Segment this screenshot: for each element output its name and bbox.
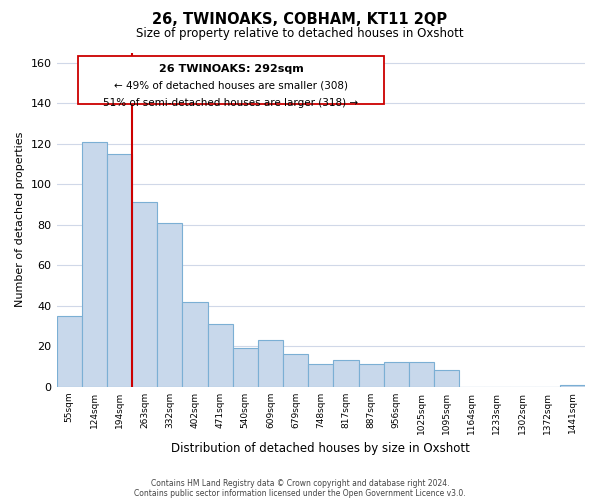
- Bar: [383, 362, 409, 386]
- Bar: [157, 222, 182, 386]
- Bar: [434, 370, 459, 386]
- FancyBboxPatch shape: [77, 56, 384, 104]
- Bar: [258, 340, 283, 386]
- Text: Contains HM Land Registry data © Crown copyright and database right 2024.: Contains HM Land Registry data © Crown c…: [151, 478, 449, 488]
- Bar: [308, 364, 334, 386]
- Text: Contains public sector information licensed under the Open Government Licence v3: Contains public sector information licen…: [134, 488, 466, 498]
- Bar: [359, 364, 383, 386]
- Bar: [132, 202, 157, 386]
- Bar: [334, 360, 359, 386]
- Text: 26 TWINOAKS: 292sqm: 26 TWINOAKS: 292sqm: [158, 64, 304, 74]
- Bar: [182, 302, 208, 386]
- Text: ← 49% of detached houses are smaller (308): ← 49% of detached houses are smaller (30…: [114, 81, 348, 91]
- Bar: [233, 348, 258, 387]
- Text: Size of property relative to detached houses in Oxshott: Size of property relative to detached ho…: [136, 28, 464, 40]
- Bar: [107, 154, 132, 386]
- X-axis label: Distribution of detached houses by size in Oxshott: Distribution of detached houses by size …: [172, 442, 470, 455]
- Text: 26, TWINOAKS, COBHAM, KT11 2QP: 26, TWINOAKS, COBHAM, KT11 2QP: [152, 12, 448, 28]
- Bar: [208, 324, 233, 386]
- Bar: [409, 362, 434, 386]
- Text: 51% of semi-detached houses are larger (318) →: 51% of semi-detached houses are larger (…: [103, 98, 358, 108]
- Bar: [283, 354, 308, 386]
- Y-axis label: Number of detached properties: Number of detached properties: [15, 132, 25, 308]
- Bar: [56, 316, 82, 386]
- Bar: [560, 384, 585, 386]
- Bar: [82, 142, 107, 386]
